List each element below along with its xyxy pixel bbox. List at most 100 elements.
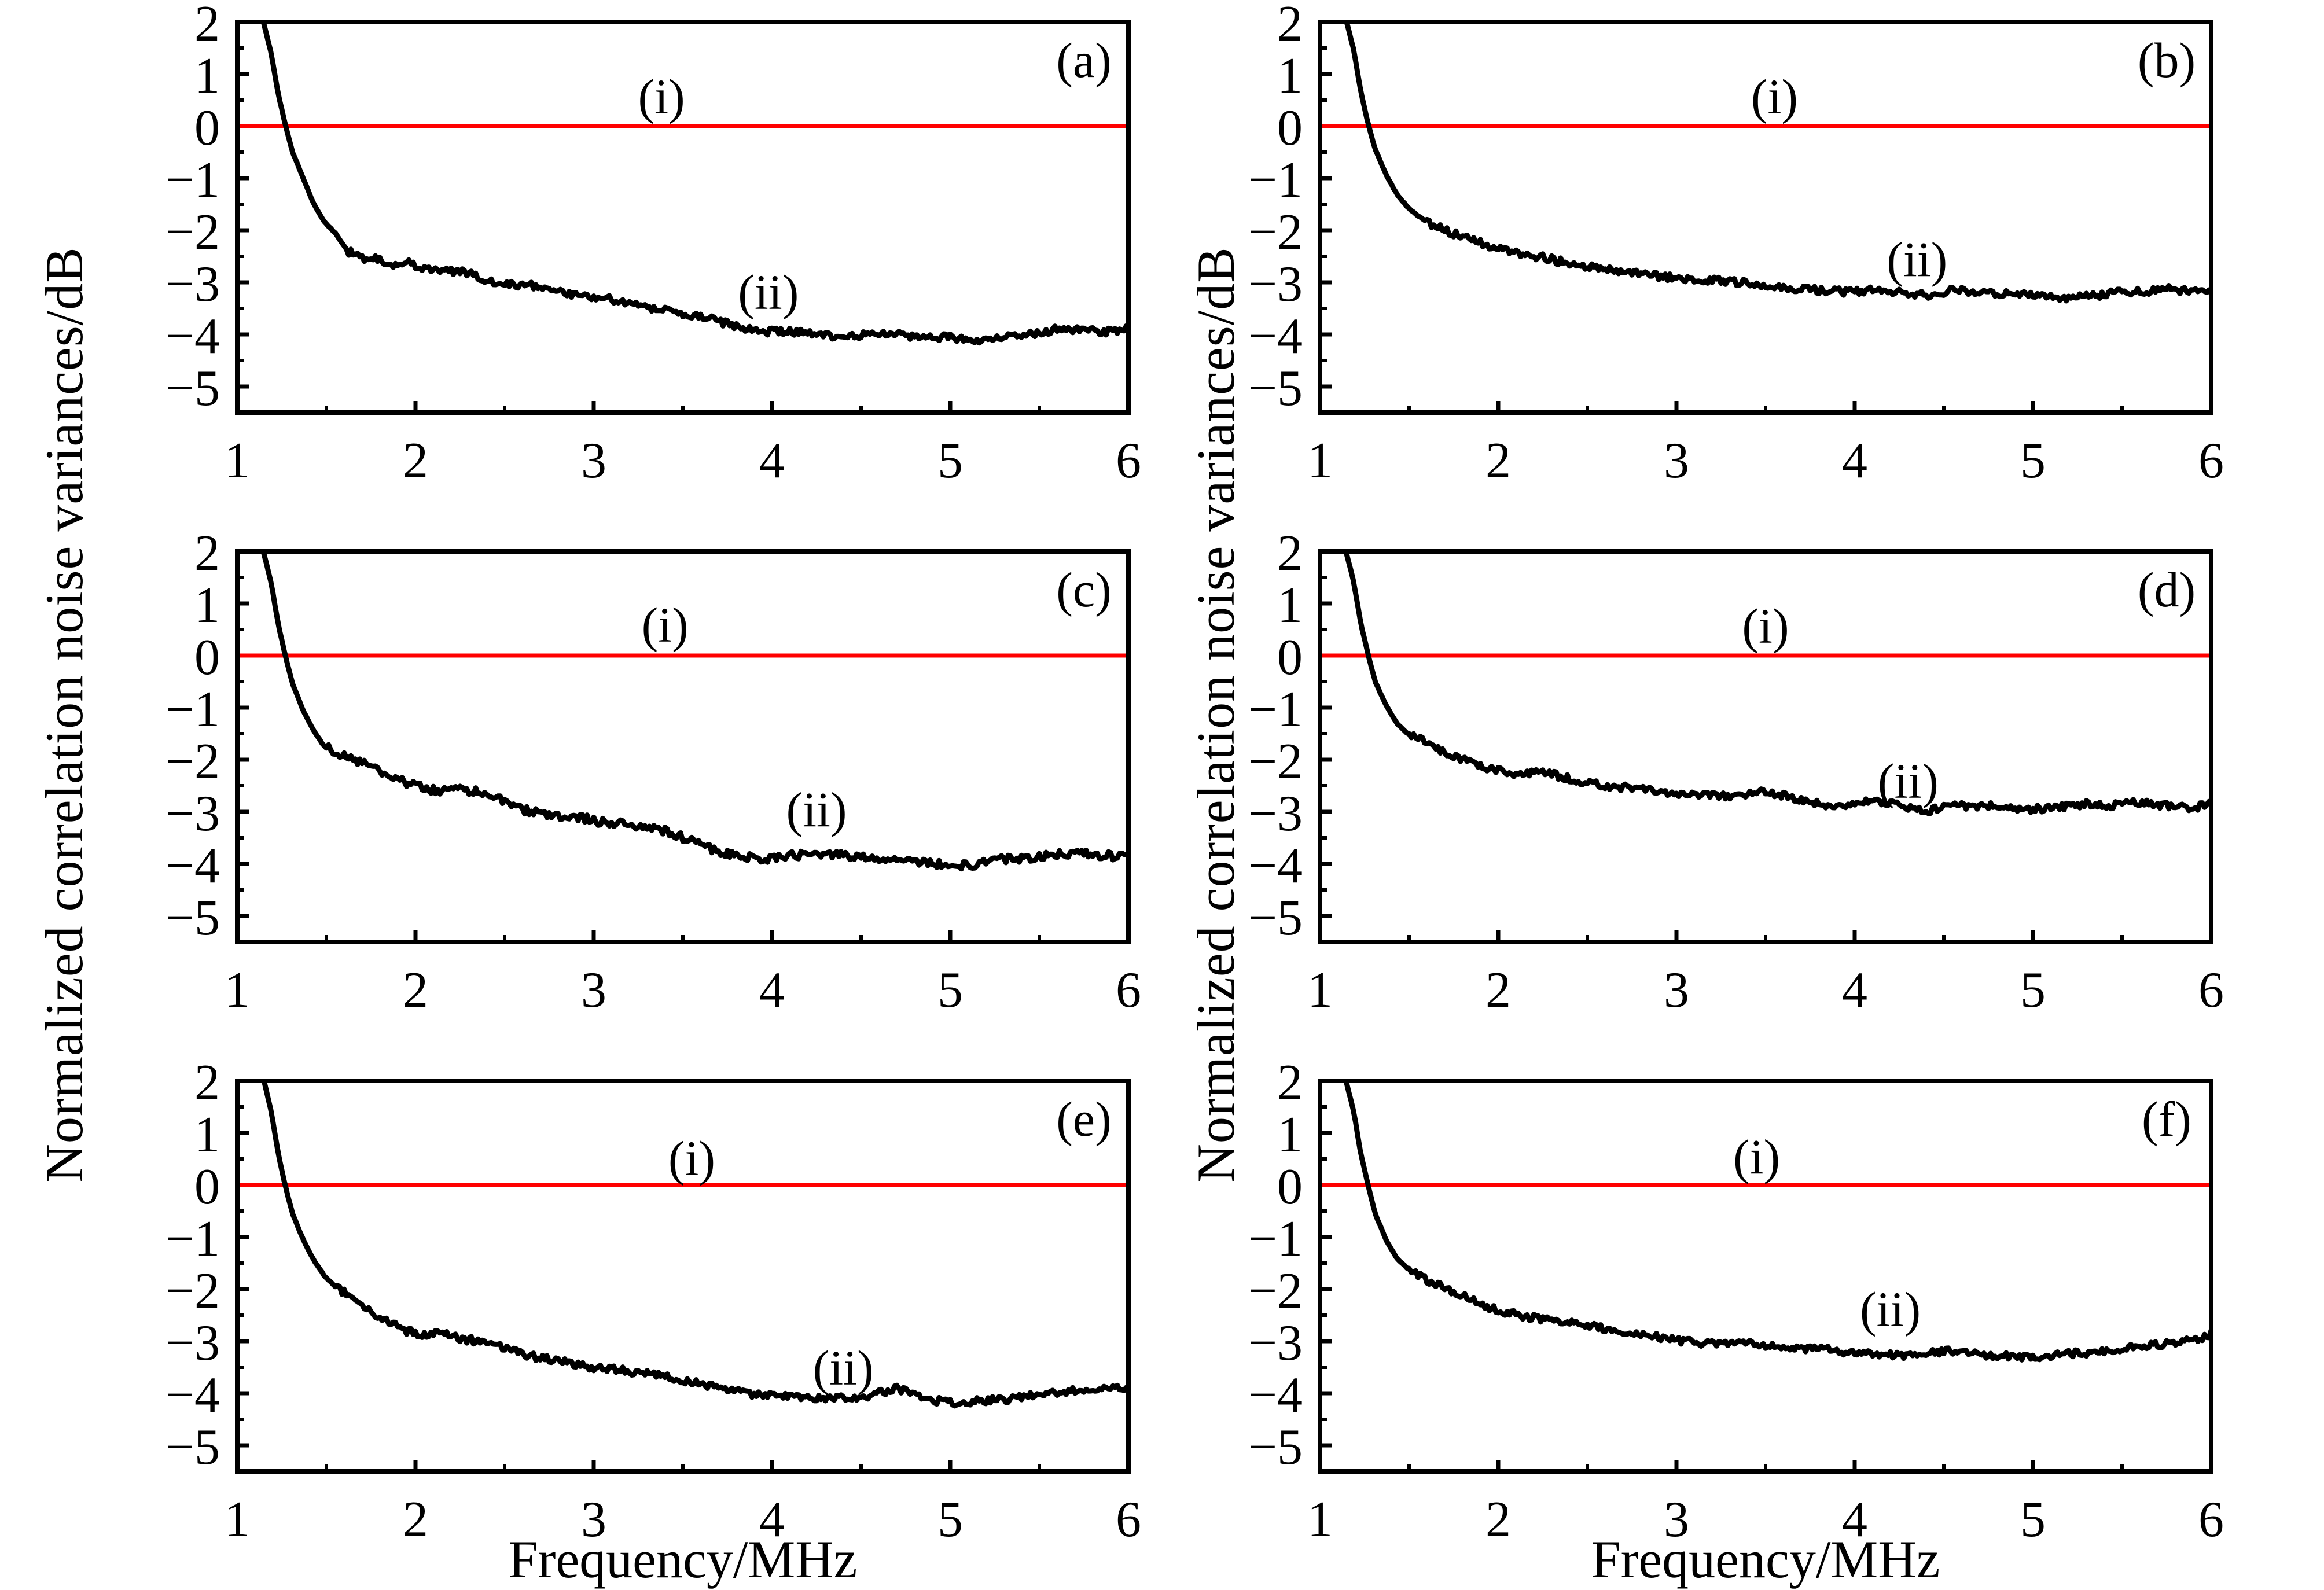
y-tick-label: −5 [1248,1419,1303,1475]
panel-letter: (d) [2138,562,2196,617]
y-tick-label: 2 [194,525,220,581]
y-tick-label: 2 [194,0,220,52]
x-tick-label: 4 [759,1492,785,1548]
x-axis-label-right: Frequency/MHz [1591,1530,1940,1589]
x-tick-label: 4 [1842,962,1867,1018]
x-tick-label: 5 [2020,1492,2046,1548]
y-tick-label: −3 [166,1315,220,1371]
y-tick-label: −1 [1248,152,1303,208]
x-tick-label: 6 [1116,1492,1141,1548]
y-tick-label: 2 [1277,525,1303,581]
y-tick-label: 0 [1277,100,1303,156]
x-tick-label: 5 [937,962,963,1018]
x-tick-label: 5 [937,433,963,489]
panel-e: 210−1−2−3−4−51 2 3 4 5 6(i)(ii)(e) [166,1055,1141,1548]
series-label-ii: (ii) [786,782,847,838]
y-tick-label: −5 [166,360,220,417]
x-tick-label: 6 [1116,962,1141,1018]
y-tick-label: 0 [194,630,220,686]
y-tick-label: −3 [1248,786,1303,842]
x-tick-label: 6 [1116,433,1141,489]
panel-letter: (e) [1056,1091,1111,1147]
y-tick-label: −2 [1248,734,1303,790]
series-label-ii: (ii) [1887,232,1947,288]
panel-frame [235,549,1131,944]
panel-b: 210−1−2−3−4−51 2 3 4 5 6(i)(ii)(b) [1248,0,2224,489]
y-tick-label: −1 [1248,682,1303,738]
x-tick-label: 2 [403,1492,428,1548]
panel-frame [235,20,1131,415]
x-tick-label: 3 [581,962,606,1018]
y-tick-label: −4 [1248,838,1303,894]
y-tick-label: −5 [1248,890,1303,946]
y-tick-label: 1 [1277,577,1303,634]
panel-frame [1318,20,2213,415]
y-tick-label: −4 [1248,308,1303,365]
y-tick-label: −1 [166,682,220,738]
y-tick-label: 0 [1277,630,1303,686]
y-tick-label: 2 [194,1055,220,1111]
series-label-ii: (ii) [1878,753,1939,809]
panel-c: 210−1−2−3−4−51 2 3 4 5 6(i)(ii)(c) [166,525,1141,1018]
y-tick-label: −1 [166,152,220,208]
panel-letter: (b) [2138,32,2196,88]
y-tick-label: −2 [1248,204,1303,260]
y-tick-label: 1 [1277,1107,1303,1163]
y-tick-label: 1 [194,48,220,104]
x-tick-label: 3 [1664,433,1689,489]
x-axis-label-left: Frequency/MHz [508,1530,858,1589]
x-tick-label: 1 [1307,1492,1333,1548]
x-tick-label: 1 [225,962,250,1018]
x-tick-label: 2 [1485,962,1511,1018]
series-label-i: (i) [668,1131,715,1186]
correlation-noise-trace [261,1081,1128,1409]
x-tick-label: 4 [759,962,785,1018]
y-tick-label: −2 [1248,1263,1303,1319]
y-tick-label: −4 [166,308,220,365]
y-tick-label: −3 [1248,256,1303,312]
x-tick-label: 6 [2198,962,2224,1018]
x-tick-label: 1 [225,1492,250,1548]
series-label-i: (i) [642,597,689,653]
y-tick-label: 0 [1277,1159,1303,1215]
y-tick-label: 1 [194,577,220,634]
x-tick-label: 1 [1307,433,1333,489]
x-tick-label: 2 [403,433,428,489]
y-tick-label: −5 [166,1419,220,1475]
correlation-noise-trace [1343,551,2211,816]
y-tick-label: −2 [166,1263,220,1319]
y-tick-label: 1 [1277,48,1303,104]
x-tick-label: 1 [225,433,250,489]
y-tick-label: 2 [1277,1055,1303,1111]
y-tick-label: −3 [166,256,220,312]
panel-letter: (f) [2142,1091,2191,1147]
series-label-i: (i) [1751,69,1798,124]
series-label-ii: (ii) [1860,1282,1921,1337]
series-label-i: (i) [1733,1129,1780,1185]
panel-frame [1318,549,2213,944]
y-tick-label: 0 [194,1159,220,1215]
panel-frame [1318,1079,2213,1474]
x-tick-label: 5 [937,1492,963,1548]
y-tick-label: −3 [1248,1315,1303,1371]
panel-frame [235,1079,1131,1474]
series-label-ii: (ii) [813,1340,874,1396]
x-tick-label: 2 [1485,1492,1511,1548]
y-tick-label: −5 [166,890,220,946]
panel-f: 210−1−2−3−4−51 2 3 4 5 6(i)(ii)(f) [1248,1055,2224,1548]
x-tick-label: 6 [2198,1492,2224,1548]
x-tick-label: 1 [1307,962,1333,1018]
y-tick-label: −2 [166,734,220,790]
y-tick-label: −4 [166,1367,220,1423]
x-tick-label: 3 [1664,962,1689,1018]
y-tick-label: −1 [1248,1211,1303,1267]
x-tick-label: 6 [2198,433,2224,489]
correlation-noise-trace [1344,22,2211,304]
x-tick-label: 5 [2020,962,2046,1018]
y-axis-label-right: Normalized correlation noise variances/d… [1186,246,1245,1183]
x-tick-label: 4 [759,433,785,489]
panel-letter: (a) [1056,32,1111,88]
x-tick-label: 5 [2020,433,2046,489]
panel-a: 210−1−2−3−4−51 2 3 4 5 6(i)(ii)(a) [166,0,1141,489]
